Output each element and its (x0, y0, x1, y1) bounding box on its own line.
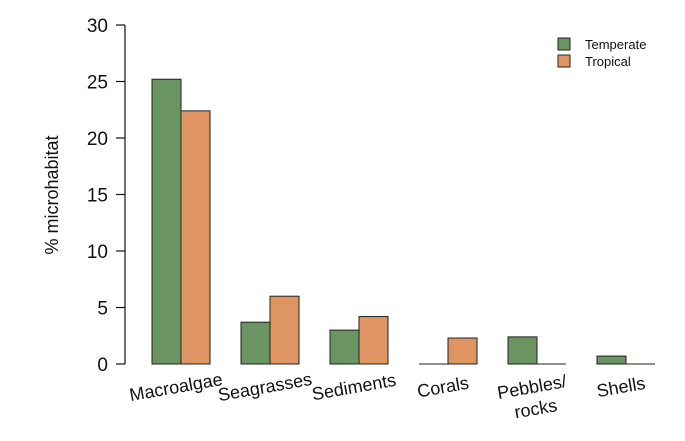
legend: Temperate Tropical (557, 37, 646, 69)
category-label-line: Sediments (310, 370, 397, 404)
bar-temperate-0 (151, 78, 182, 365)
bar-temperate-2 (329, 329, 360, 365)
y-axis-title: % microhabitat (42, 135, 62, 254)
category-label-line: Macroalgae (128, 369, 224, 405)
y-tick-label: 15 (87, 186, 108, 207)
bar-tropical-1 (269, 295, 300, 365)
category-label-line: Pebbles/ (496, 371, 568, 403)
bar-temperate-1 (240, 321, 271, 365)
category-label: Pebbles/rocks (496, 371, 568, 422)
category-label-line: Seagrasses (216, 369, 313, 405)
bar-tropical-0 (180, 110, 211, 365)
category-label: Corals (416, 373, 471, 402)
y-tick-label: 5 (97, 299, 108, 320)
legend-label-tropical: Tropical (585, 54, 631, 69)
y-tick-label: 20 (87, 129, 108, 150)
category-label: Seagrasses (216, 369, 313, 405)
bars (151, 78, 655, 365)
category-label-line: Corals (416, 373, 471, 402)
category-label-line: Shells (595, 373, 647, 401)
category-label: Macroalgae (128, 369, 224, 405)
legend-swatch-temperate (557, 37, 571, 51)
legend-swatch-tropical (557, 54, 571, 68)
y-tick-label: 10 (87, 242, 108, 263)
category-label: Sediments (310, 370, 397, 404)
category-label: Shells (595, 373, 647, 401)
bar-tropical-3 (447, 337, 478, 365)
y-tick-label: 25 (87, 73, 108, 94)
bar-temperate-5 (596, 355, 627, 365)
legend-label-temperate: Temperate (585, 37, 646, 52)
bar-tropical-2 (358, 316, 389, 365)
y-tick-label: 0 (97, 355, 108, 376)
y-axis: 0 5 10 15 20 25 30 (87, 16, 126, 376)
bar-temperate-4 (507, 336, 538, 365)
y-tick-label: 30 (87, 16, 108, 37)
